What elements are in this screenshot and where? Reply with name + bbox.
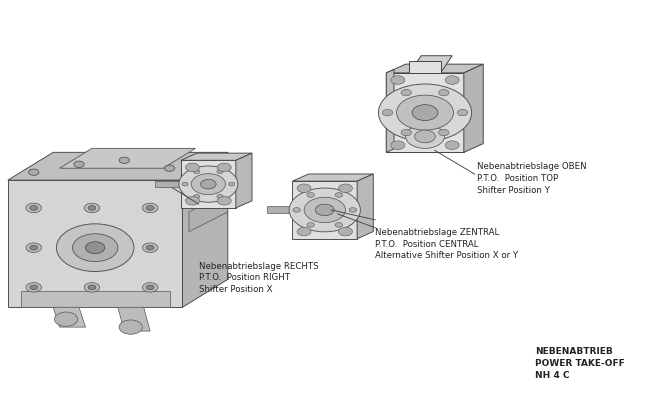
Circle shape: [401, 129, 411, 136]
Circle shape: [349, 208, 357, 212]
Circle shape: [191, 174, 225, 194]
Circle shape: [339, 184, 352, 192]
Circle shape: [143, 203, 158, 213]
Circle shape: [293, 208, 300, 212]
Circle shape: [378, 84, 471, 141]
Circle shape: [382, 110, 393, 116]
Circle shape: [415, 130, 436, 143]
Circle shape: [439, 129, 449, 136]
Circle shape: [88, 206, 96, 210]
Polygon shape: [266, 206, 292, 213]
Circle shape: [186, 196, 199, 205]
Circle shape: [84, 203, 100, 213]
Circle shape: [193, 194, 200, 198]
Circle shape: [229, 182, 235, 186]
Polygon shape: [155, 181, 181, 187]
Circle shape: [146, 285, 154, 290]
Polygon shape: [60, 148, 195, 168]
Polygon shape: [53, 307, 85, 327]
Polygon shape: [464, 64, 483, 152]
Polygon shape: [8, 152, 228, 180]
Circle shape: [85, 242, 105, 254]
Circle shape: [74, 161, 84, 168]
Polygon shape: [386, 73, 464, 152]
Circle shape: [391, 76, 405, 84]
Polygon shape: [182, 152, 228, 307]
Circle shape: [445, 141, 459, 150]
Polygon shape: [357, 174, 373, 239]
Circle shape: [458, 110, 467, 116]
Polygon shape: [8, 180, 182, 307]
Text: Nebenabtriebslage RECHTS
P.T.O.  Position RIGHT
Shifter Position X: Nebenabtriebslage RECHTS P.T.O. Position…: [199, 262, 318, 294]
Circle shape: [193, 170, 200, 174]
Circle shape: [217, 196, 231, 205]
Text: NEBENABTRIEB
POWER TAKE-OFF
NH 4 C: NEBENABTRIEB POWER TAKE-OFF NH 4 C: [535, 347, 625, 380]
Circle shape: [297, 227, 311, 236]
Circle shape: [30, 245, 38, 250]
Polygon shape: [409, 61, 441, 73]
Circle shape: [84, 283, 100, 292]
Circle shape: [339, 227, 352, 236]
Circle shape: [164, 165, 174, 171]
Circle shape: [201, 179, 216, 189]
Circle shape: [307, 222, 314, 227]
Circle shape: [297, 184, 311, 192]
Circle shape: [72, 234, 118, 262]
Circle shape: [391, 141, 405, 150]
Circle shape: [26, 283, 42, 292]
Circle shape: [401, 90, 411, 96]
Circle shape: [445, 76, 459, 84]
Circle shape: [146, 206, 154, 210]
Circle shape: [315, 204, 334, 216]
Circle shape: [439, 90, 449, 96]
Circle shape: [26, 243, 42, 252]
Polygon shape: [118, 307, 150, 331]
Circle shape: [179, 166, 238, 202]
Polygon shape: [292, 174, 373, 181]
Text: Nebenabtriebslage OBEN
P.T.O.  Position TOP
Shifter Position Y: Nebenabtriebslage OBEN P.T.O. Position T…: [477, 162, 587, 195]
Circle shape: [307, 193, 314, 197]
Circle shape: [143, 243, 158, 252]
Circle shape: [412, 105, 438, 120]
Polygon shape: [386, 69, 394, 152]
Circle shape: [406, 124, 445, 148]
Circle shape: [289, 188, 361, 232]
Polygon shape: [181, 160, 236, 208]
Circle shape: [143, 283, 158, 292]
Polygon shape: [21, 291, 169, 307]
Circle shape: [119, 157, 130, 164]
Circle shape: [30, 206, 38, 210]
Circle shape: [88, 245, 96, 250]
Circle shape: [146, 245, 154, 250]
Circle shape: [29, 169, 39, 175]
Polygon shape: [189, 192, 228, 232]
Polygon shape: [181, 153, 252, 160]
Circle shape: [186, 163, 199, 172]
Circle shape: [182, 182, 188, 186]
Circle shape: [217, 163, 231, 172]
Polygon shape: [292, 181, 357, 239]
Circle shape: [57, 224, 134, 272]
Circle shape: [304, 197, 346, 223]
Circle shape: [26, 203, 42, 213]
Circle shape: [396, 95, 454, 130]
Circle shape: [55, 312, 77, 326]
Polygon shape: [386, 64, 483, 73]
Circle shape: [335, 193, 342, 197]
Circle shape: [84, 243, 100, 252]
Polygon shape: [236, 153, 252, 208]
Circle shape: [119, 320, 143, 334]
Polygon shape: [409, 56, 452, 73]
Circle shape: [217, 170, 223, 174]
Text: Nebenabtriebslage ZENTRAL
P.T.O.  Position CENTRAL
Alternative Shifter Position : Nebenabtriebslage ZENTRAL P.T.O. Positio…: [375, 228, 518, 260]
Circle shape: [335, 222, 342, 227]
Circle shape: [30, 285, 38, 290]
Circle shape: [217, 194, 223, 198]
Circle shape: [88, 285, 96, 290]
